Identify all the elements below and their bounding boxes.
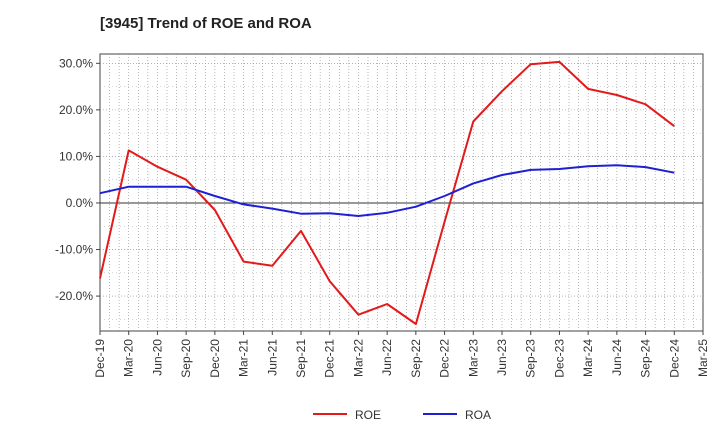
x-tick-label: Mar-21	[237, 339, 251, 377]
x-tick-label: Sep-24	[639, 339, 653, 378]
x-tick-label: Dec-20	[208, 339, 222, 378]
x-tick-label: Dec-19	[93, 339, 107, 378]
x-tick-label: Mar-22	[351, 339, 365, 377]
x-tick-label: Dec-24	[667, 339, 681, 378]
x-tick-label: Sep-23	[524, 339, 538, 378]
legend-label-roe: ROE	[355, 408, 381, 422]
x-tick-label: Jun-22	[380, 339, 394, 376]
x-tick-label: Sep-20	[179, 339, 193, 378]
x-tick-label: Dec-21	[323, 339, 337, 378]
x-tick-label: Jun-24	[610, 339, 624, 376]
x-tick-label: Sep-21	[294, 339, 308, 378]
x-tick-label: Mar-24	[581, 339, 595, 377]
chart-title: [3945] Trend of ROE and ROA	[100, 15, 312, 32]
x-tick-label: Jun-23	[495, 339, 509, 376]
y-tick-label: -10.0%	[55, 243, 93, 257]
y-tick-label: 30.0%	[59, 56, 93, 70]
x-tick-label: Jun-21	[265, 339, 279, 376]
legend-label-roa: ROA	[465, 408, 491, 422]
y-tick-label: 20.0%	[59, 103, 93, 117]
x-tick-label: Dec-22	[438, 339, 452, 378]
series-line-roa	[99, 164, 675, 217]
plot-area-border	[99, 53, 704, 332]
y-tick-label: 10.0%	[59, 149, 93, 163]
y-tick-label: 0.0%	[66, 196, 94, 210]
x-tick-label: Dec-23	[552, 339, 566, 378]
x-tick-label: Mar-23	[466, 339, 480, 377]
y-tick-label: -20.0%	[55, 289, 93, 303]
x-tick-label: Mar-20	[122, 339, 136, 377]
x-tick-label: Mar-25	[696, 339, 710, 377]
x-tick-label: Jun-20	[150, 339, 164, 376]
x-tick-label: Sep-22	[409, 339, 423, 378]
